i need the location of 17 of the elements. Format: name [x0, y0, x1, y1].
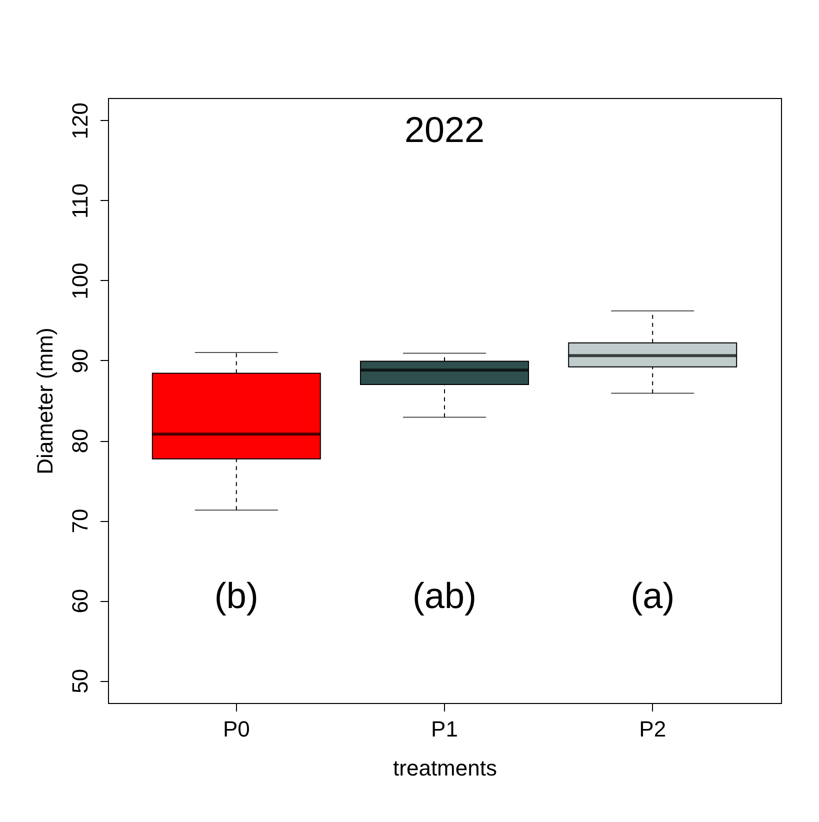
y-tick-label: 60 [68, 588, 92, 614]
y-tick-label: 100 [68, 262, 92, 300]
x-axis-title: treatments [393, 756, 497, 780]
chart-title: 2022 [404, 109, 485, 150]
y-tick-label: 110 [68, 183, 92, 218]
y-tick-label: 120 [68, 102, 92, 140]
y-tick-label: 90 [68, 348, 92, 374]
x-tick-label: P1 [431, 716, 458, 742]
annotation: (ab) [412, 575, 477, 616]
annotation: (a) [630, 575, 675, 616]
y-tick-label: 70 [68, 508, 92, 534]
y-tick-label: 80 [68, 428, 92, 454]
x-tick-label: P0 [222, 716, 250, 742]
y-axis-title: Diameter (mm) [32, 328, 58, 474]
x-tick-label: P2 [639, 716, 666, 742]
annotation: (b) [214, 575, 258, 616]
y-tick-label: 50 [68, 668, 92, 694]
